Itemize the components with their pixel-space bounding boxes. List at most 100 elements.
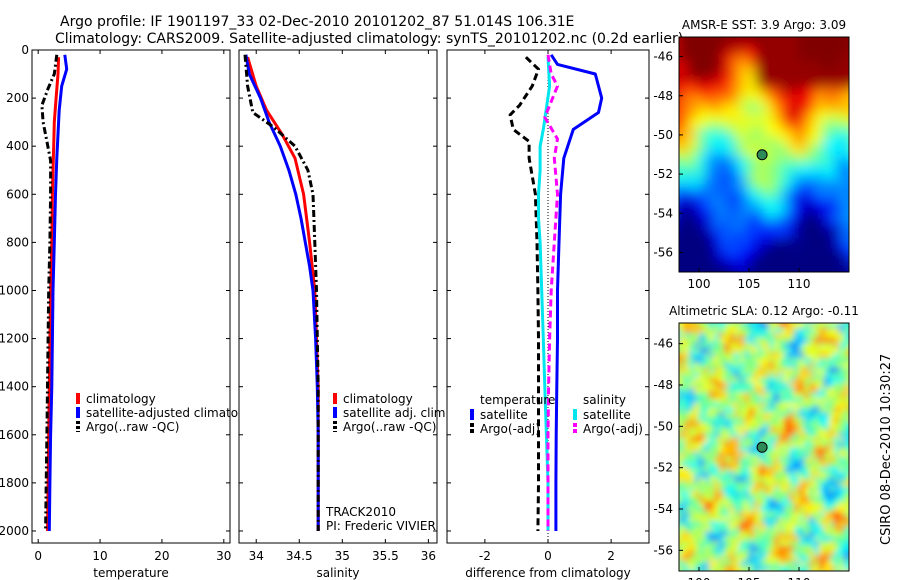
heatmap-cell	[789, 402, 795, 408]
heatmap-cell	[721, 230, 731, 240]
heatmap-cell	[799, 456, 805, 463]
heatmap-cell	[824, 451, 830, 458]
heatmap-cell	[694, 347, 700, 354]
heatmap-cell	[804, 337, 810, 344]
heatmap-cell	[764, 422, 770, 428]
heatmap-cell	[844, 471, 849, 478]
heatmap-cell	[719, 501, 725, 508]
heatmap-cell	[806, 188, 816, 198]
heatmap-cell	[699, 362, 705, 369]
heatmap-cell	[814, 516, 820, 522]
heatmap-cell	[679, 432, 685, 438]
salinity-panel: 34 34.5 35 35.5 36salinityclimatologysatelli…	[238, 49, 449, 580]
heatmap-cell	[779, 536, 785, 542]
heatmap-cell	[687, 37, 697, 46]
heatmap-cell	[779, 377, 785, 384]
x-tick-label: 0	[34, 549, 42, 563]
legend-label: climatology	[343, 392, 413, 406]
heatmap-cell	[738, 255, 748, 265]
heatmap-cell	[704, 377, 710, 384]
heatmap-cell	[798, 221, 808, 231]
heatmap-cell	[689, 397, 695, 403]
heatmap-cell	[730, 129, 740, 139]
heatmap-cell	[749, 337, 755, 344]
heatmap-cell	[754, 387, 760, 394]
heatmap-cell	[832, 196, 842, 206]
heatmap-cell	[729, 432, 735, 438]
heatmap-cell	[815, 45, 825, 55]
heatmap-cell	[832, 137, 842, 147]
heatmap-cell	[739, 377, 745, 384]
heatmap-cell	[721, 53, 731, 63]
heatmap-cell	[809, 412, 815, 418]
heatmap-cell	[844, 332, 849, 339]
heatmap-cell	[829, 476, 835, 483]
heatmap-cell	[694, 397, 700, 403]
heatmap-cell	[834, 471, 840, 478]
heatmap-cell	[799, 451, 805, 458]
heatmap-cell	[819, 407, 825, 413]
heatmap-cell	[804, 536, 810, 542]
heatmap-cell	[739, 407, 745, 413]
heatmap-cell	[679, 104, 689, 114]
heatmap-cell	[789, 566, 795, 571]
heatmap-cell	[738, 104, 748, 114]
heatmap-cell	[789, 221, 799, 231]
heatmap-cell	[744, 382, 750, 389]
legend-label: satellite	[480, 408, 528, 422]
heatmap-cell	[730, 263, 740, 272]
heatmap-cell	[779, 486, 785, 493]
heatmap-cell	[679, 501, 685, 508]
heatmap-cell	[684, 362, 690, 369]
heatmap-cell	[784, 561, 790, 567]
heatmap-cell	[819, 566, 825, 571]
heatmap-cell	[814, 362, 820, 369]
heatmap-cell	[739, 496, 745, 503]
heatmap-cell	[854, 437, 860, 443]
heatmap-cell	[755, 213, 765, 223]
heatmap-cell	[759, 387, 765, 394]
heatmap-cell	[823, 179, 833, 189]
heatmap-cell	[694, 342, 700, 349]
heatmap-cell	[696, 162, 706, 172]
heatmap-cell	[696, 146, 706, 156]
heatmap-cell	[679, 357, 685, 364]
heatmap-cell	[689, 511, 695, 518]
heatmap-cell	[696, 87, 706, 97]
heatmap-cell	[755, 238, 765, 248]
heatmap-cell	[854, 328, 860, 334]
heatmap-cell	[729, 576, 735, 580]
heatmap-cell	[819, 327, 825, 334]
heatmap-cell	[724, 402, 730, 408]
heatmap-cell	[738, 238, 748, 248]
heatmap-cell	[694, 442, 700, 448]
heatmap-cell	[684, 382, 690, 389]
heatmap-cell	[854, 333, 860, 339]
heatmap-cell	[781, 137, 791, 147]
heatmap-cell	[858, 96, 867, 105]
heatmap-cell	[729, 442, 735, 448]
heatmap-cell	[814, 397, 820, 403]
heatmap-cell	[719, 561, 725, 567]
heatmap-cell	[840, 87, 849, 97]
heatmap-cell	[815, 238, 825, 248]
heatmap-cell	[779, 566, 785, 571]
heatmap-cell	[704, 352, 710, 359]
heatmap-cell	[719, 397, 725, 403]
heatmap-cell	[699, 471, 705, 478]
heatmap-cell	[834, 516, 840, 522]
heatmap-cell	[849, 363, 855, 369]
heatmap-cell	[824, 546, 830, 552]
heatmap-cell	[724, 496, 730, 503]
heatmap-cell	[709, 442, 715, 448]
heatmap-cell	[814, 347, 820, 354]
heatmap-cell	[759, 412, 765, 418]
y-tick-label: -50	[653, 128, 673, 142]
heatmap-cell	[759, 541, 765, 547]
heatmap-cell	[739, 437, 745, 443]
heatmap-cell	[854, 516, 860, 522]
heatmap-cell	[709, 526, 715, 532]
heatmap-cell	[719, 491, 725, 498]
heatmap-cell	[774, 541, 780, 547]
